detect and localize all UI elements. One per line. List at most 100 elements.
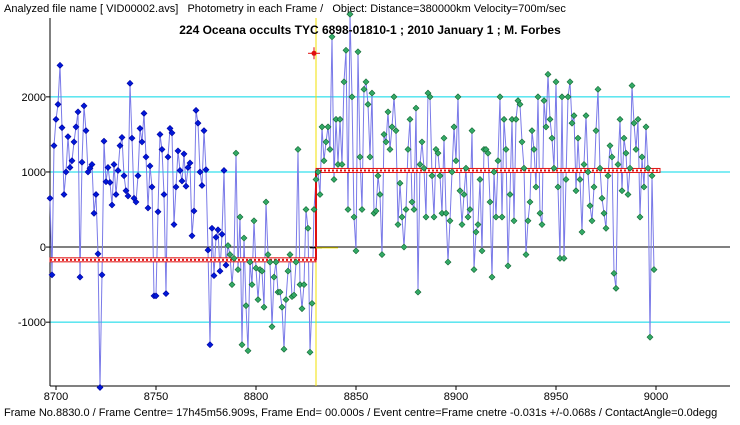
data-point — [178, 177, 186, 185]
data-point — [172, 183, 180, 191]
data-point — [476, 176, 484, 183]
data-point — [166, 124, 174, 132]
data-point — [464, 213, 472, 221]
data-point — [512, 115, 520, 123]
data-point — [240, 234, 248, 242]
data-point — [580, 161, 588, 168]
data-point — [326, 146, 334, 153]
x-tick-label: 8900 — [444, 391, 468, 403]
data-point — [112, 191, 120, 198]
data-point — [122, 187, 130, 195]
data-point — [530, 146, 538, 153]
data-point — [400, 243, 408, 251]
data-point — [60, 191, 68, 198]
data-point — [524, 217, 532, 225]
data-point — [468, 127, 476, 135]
event-marker — [311, 50, 317, 56]
data-point — [504, 262, 512, 270]
data-point — [598, 194, 606, 202]
data-point — [422, 213, 430, 221]
data-point — [536, 209, 544, 217]
data-point — [564, 93, 572, 101]
data-point — [206, 341, 214, 349]
data-point — [192, 106, 200, 114]
data-point — [408, 198, 416, 206]
data-point — [302, 206, 310, 213]
data-point — [306, 348, 314, 356]
data-point — [538, 221, 546, 228]
data-point — [128, 134, 136, 142]
data-point — [68, 157, 76, 165]
light-curve-trace — [49, 14, 655, 388]
data-point — [266, 258, 274, 266]
data-point — [454, 93, 462, 101]
data-point — [402, 206, 410, 213]
data-point — [412, 104, 420, 112]
data-point — [630, 119, 638, 127]
data-point — [286, 251, 294, 258]
data-point — [168, 129, 176, 137]
data-point — [152, 292, 160, 300]
data-point — [458, 221, 466, 228]
data-point — [376, 191, 384, 198]
data-point — [620, 134, 628, 142]
x-tick-label: 8750 — [144, 391, 168, 403]
data-point — [320, 157, 328, 165]
data-point — [154, 208, 162, 216]
data-point — [500, 115, 508, 123]
data-point — [238, 341, 246, 349]
data-point — [78, 158, 86, 166]
data-point — [188, 232, 196, 240]
data-point — [48, 271, 56, 279]
data-point — [550, 164, 558, 172]
data-point — [58, 124, 66, 132]
data-point — [242, 302, 250, 310]
data-point — [590, 183, 598, 191]
data-point — [404, 146, 412, 153]
data-point — [368, 89, 376, 97]
data-point — [568, 119, 576, 127]
plot-title: 224 Oceana occults TYC 6898-01810-1 ; 20… — [179, 23, 561, 37]
y-tick-label: -1000 — [18, 317, 46, 329]
data-point — [540, 97, 548, 105]
data-point — [472, 228, 480, 236]
data-point — [106, 179, 114, 186]
x-tick-label: 9000 — [644, 391, 668, 403]
data-point — [196, 168, 204, 176]
data-point — [592, 127, 600, 135]
data-point — [120, 172, 128, 180]
data-point — [618, 187, 626, 195]
data-point — [388, 123, 396, 131]
data-point — [202, 166, 210, 174]
data-point — [282, 296, 290, 304]
window-header: Analyzed file name [ VID00002.avs] Photo… — [4, 3, 566, 15]
data-point — [352, 247, 360, 255]
data-point — [316, 191, 324, 198]
data-point — [582, 112, 590, 120]
data-point — [100, 137, 108, 145]
data-point — [254, 296, 262, 304]
data-point — [640, 183, 648, 191]
data-point — [484, 149, 492, 157]
data-point — [66, 164, 74, 171]
data-point — [142, 153, 150, 161]
data-point — [110, 161, 118, 168]
data-point — [264, 251, 272, 258]
data-point — [232, 149, 240, 157]
data-point — [190, 207, 198, 215]
data-point — [552, 78, 560, 86]
data-point — [574, 134, 582, 142]
data-point — [398, 213, 406, 221]
data-point — [262, 198, 270, 206]
data-point — [312, 176, 320, 183]
data-point — [364, 100, 372, 108]
data-point — [430, 213, 438, 221]
y-tick-label: 2000 — [22, 92, 46, 104]
data-point — [132, 198, 140, 206]
data-point — [456, 187, 464, 195]
data-point — [64, 133, 72, 141]
data-point — [448, 168, 456, 176]
data-point — [420, 164, 428, 172]
data-point — [578, 228, 586, 236]
